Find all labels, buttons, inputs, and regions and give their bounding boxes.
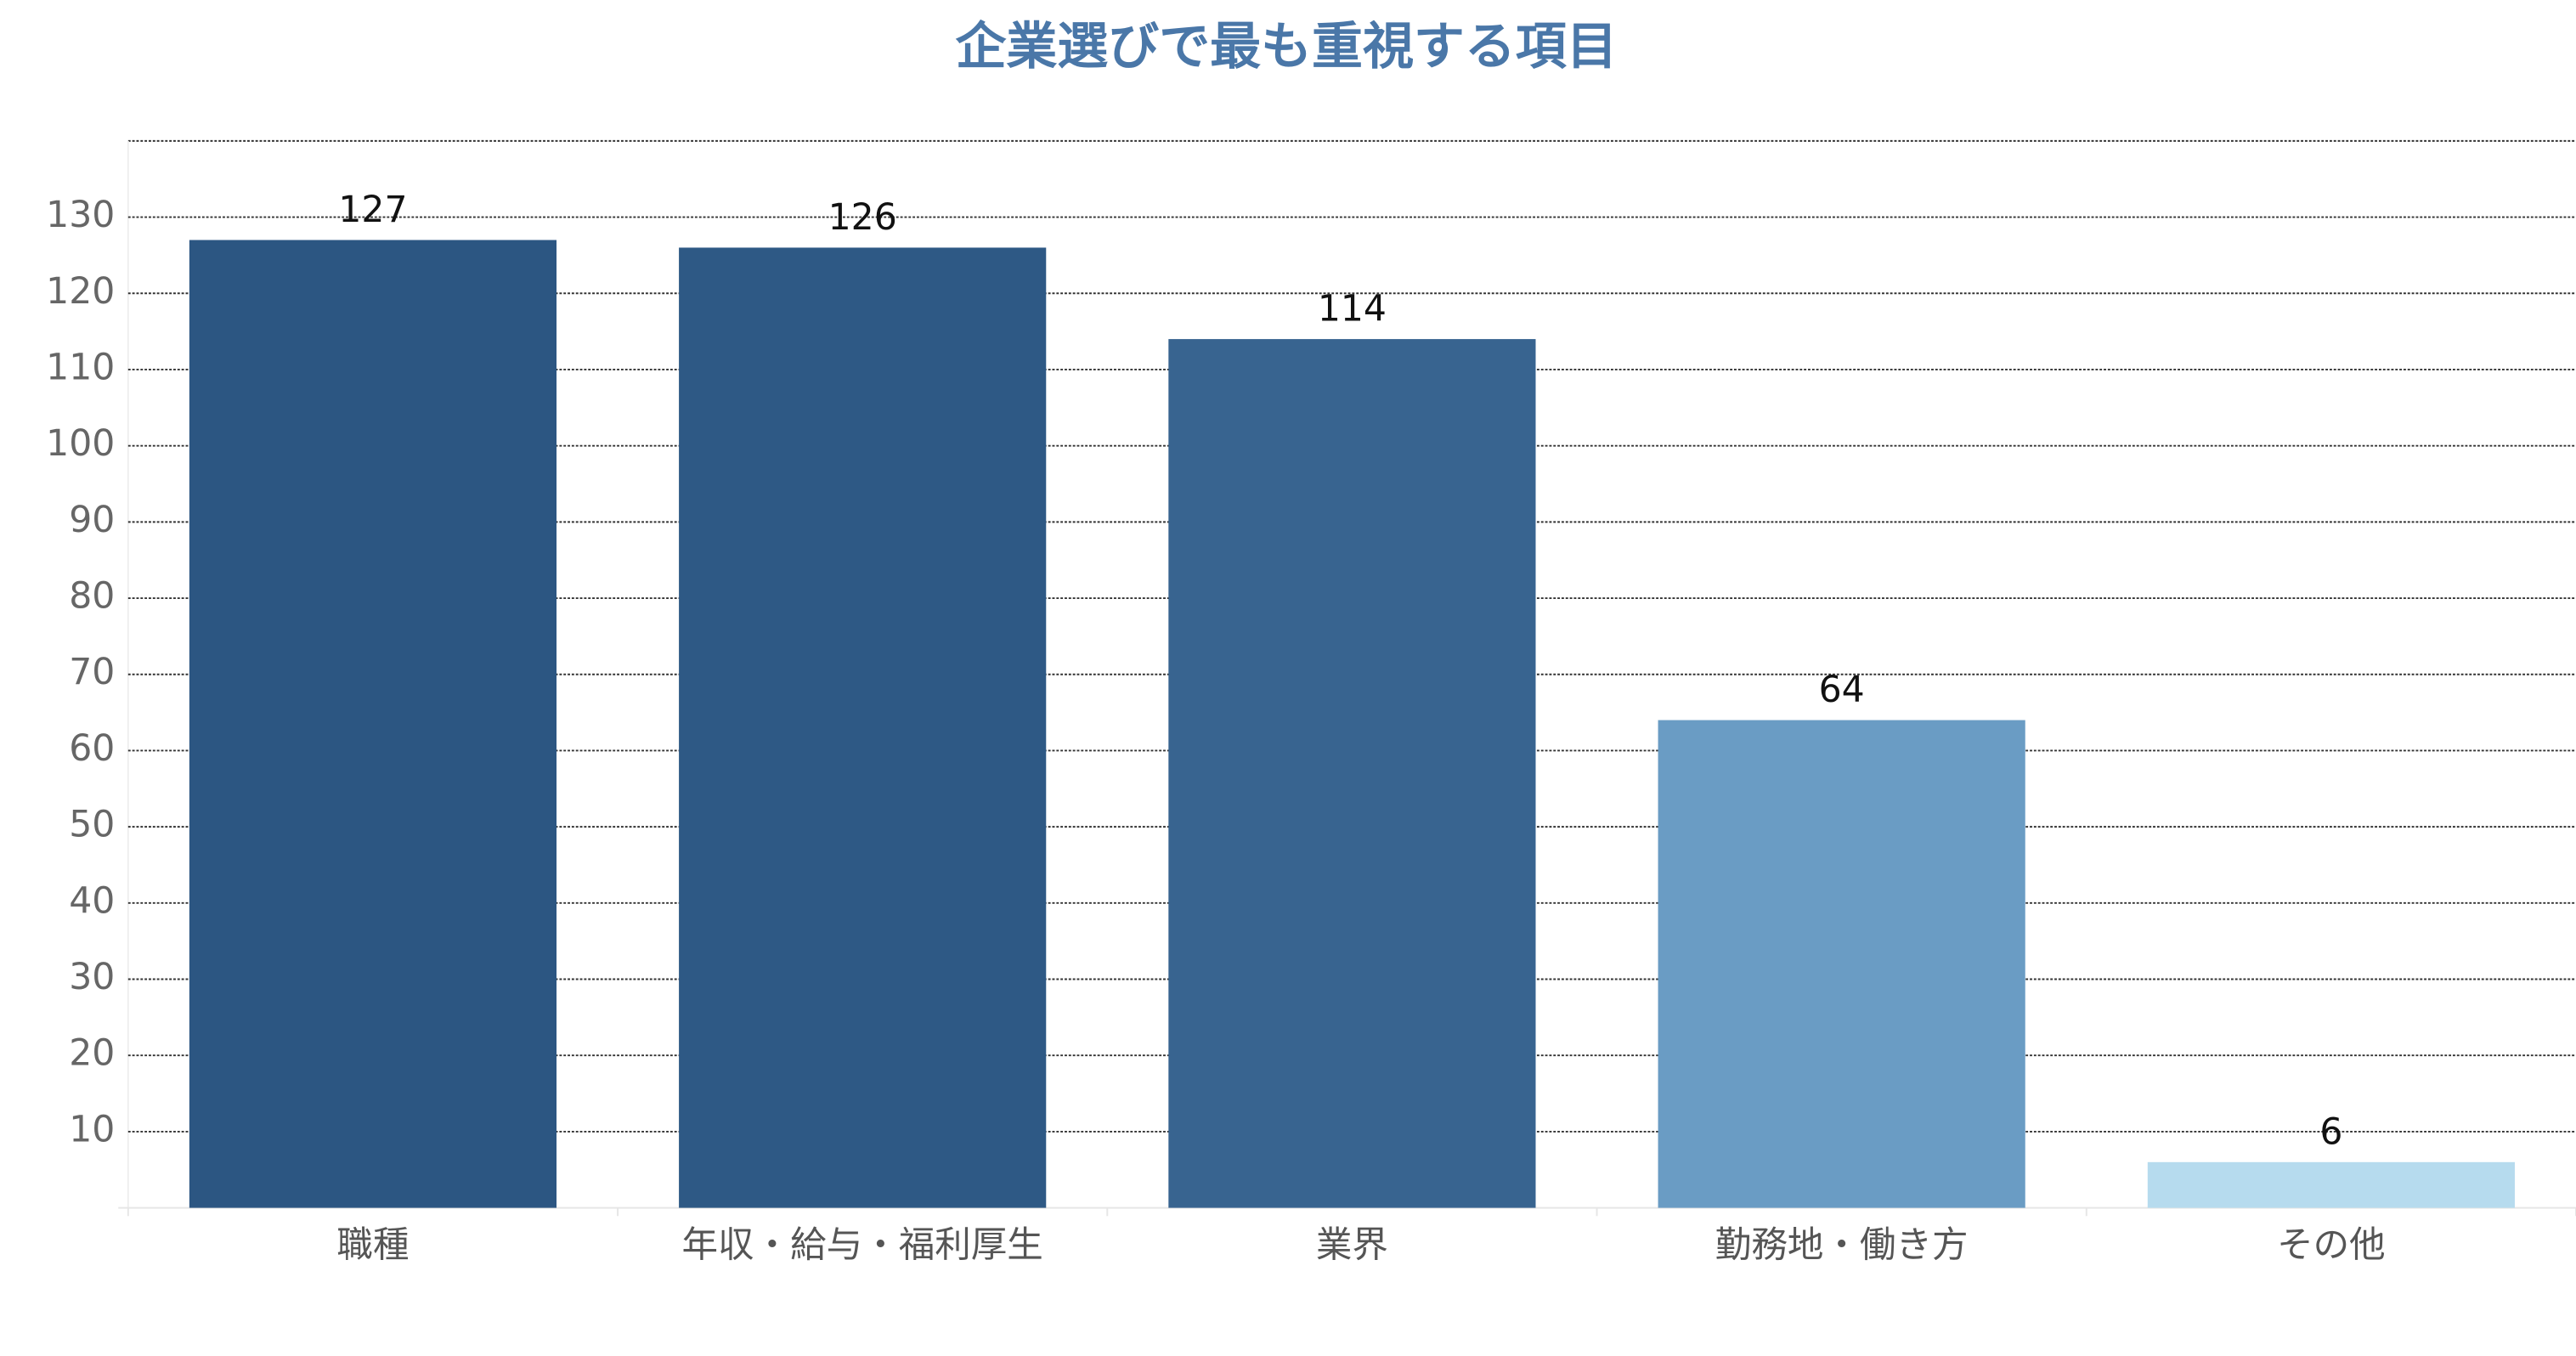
value-label: 64 [1819, 670, 1865, 711]
y-tick-label: 30 [69, 957, 115, 998]
value-label: 127 [338, 189, 407, 231]
y-tick-label: 60 [69, 728, 115, 770]
y-tick-label: 40 [69, 880, 115, 922]
x-tick-label: その他 [2277, 1225, 2386, 1267]
bar [189, 240, 557, 1208]
y-tick-label: 80 [69, 576, 115, 618]
y-tick-label: 130 [46, 195, 115, 236]
y-tick-label: 120 [46, 271, 115, 313]
bar [1658, 720, 2025, 1208]
value-label: 114 [1318, 289, 1387, 331]
bar [2147, 1161, 2515, 1208]
y-tick-label: 20 [69, 1033, 115, 1075]
x-tick-label: 勤務地・働き方 [1715, 1225, 1969, 1267]
y-tick-label: 50 [69, 805, 115, 846]
x-tick-label: 職種 [336, 1225, 409, 1267]
y-tick-label: 70 [69, 652, 115, 693]
value-label: 6 [2319, 1111, 2342, 1153]
y-tick-label: 10 [69, 1109, 115, 1150]
y-tick-label: 110 [46, 347, 115, 388]
bar [1168, 339, 1536, 1208]
value-label: 126 [828, 197, 897, 239]
x-tick-label: 業界 [1316, 1225, 1388, 1267]
x-tick-label: 年収・給与・福利厚生 [682, 1225, 1043, 1267]
bar [679, 247, 1047, 1208]
y-tick-label: 100 [46, 423, 115, 465]
chart-title: 企業選びで最も重視する項目 [955, 17, 1617, 76]
y-tick-label: 90 [69, 500, 115, 541]
